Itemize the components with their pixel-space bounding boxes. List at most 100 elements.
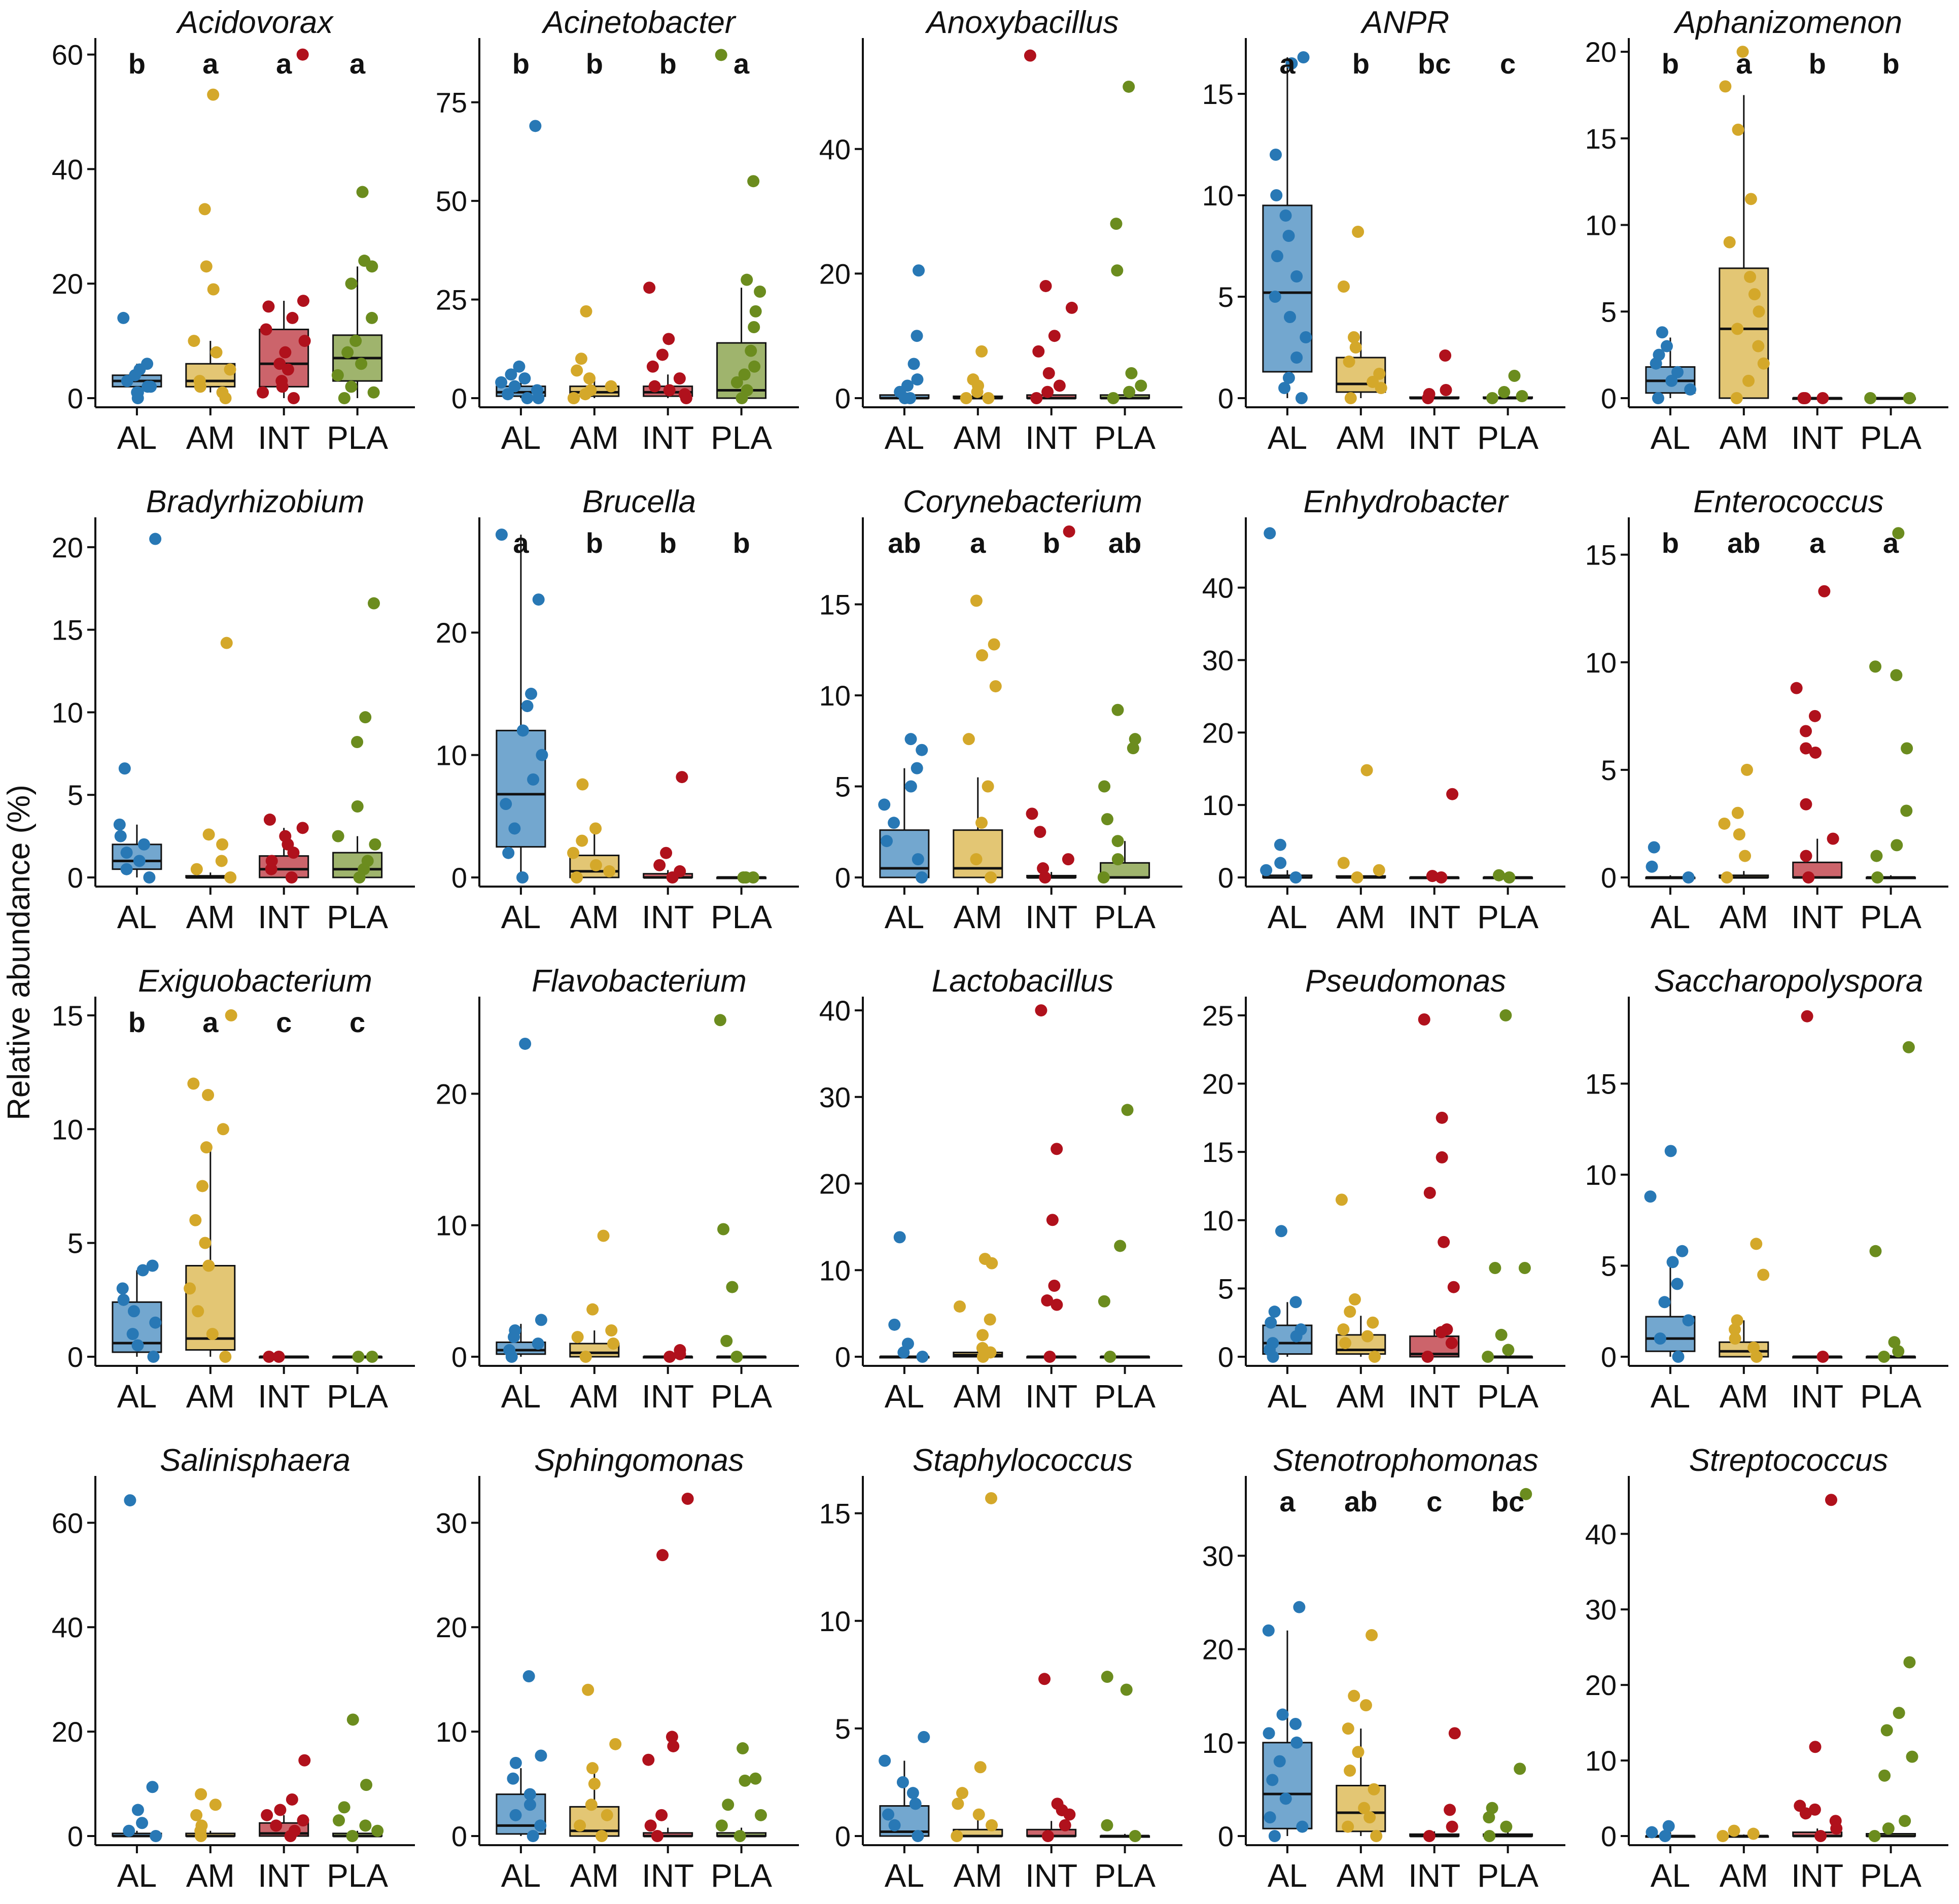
x-tick-label-am: AM: [1720, 899, 1768, 935]
data-point-am: [970, 853, 983, 866]
data-point-pla: [1125, 367, 1138, 379]
x-tick-label-pla: PLA: [327, 1378, 388, 1415]
data-point-al: [1271, 250, 1283, 262]
data-point-am: [589, 822, 602, 835]
x-tick-label-al: AL: [1651, 899, 1690, 935]
data-point-int: [644, 1819, 657, 1832]
significance-letter-pla: ab: [1108, 527, 1141, 559]
y-tick-label: 10: [1585, 1159, 1617, 1191]
data-point-pla: [1892, 527, 1905, 540]
significance-letter-pla: c: [1500, 48, 1516, 80]
data-point-al: [118, 762, 131, 775]
data-point-am: [1731, 323, 1744, 335]
significance-letter-pla: a: [349, 48, 366, 80]
panel-bradyrhizobium: Bradyrhizobium 0 5 10 15 20 AL AM INT PLA: [52, 484, 415, 935]
data-point-int: [653, 859, 666, 871]
panel-title: Enterococcus: [1693, 484, 1884, 519]
data-point-al: [521, 392, 534, 404]
y-tick-label: 0: [835, 862, 851, 894]
data-point-am: [1752, 340, 1765, 352]
y-tick-label: 40: [52, 1611, 83, 1643]
data-point-pla: [1489, 1262, 1501, 1274]
x-tick-label-pla: PLA: [1094, 419, 1156, 456]
y-tick-label: 0: [835, 382, 851, 414]
panel-title: Enhydrobacter: [1303, 484, 1509, 519]
data-point-int: [1446, 1820, 1458, 1833]
data-point-am: [954, 1300, 966, 1313]
data-point-am: [571, 1331, 584, 1344]
data-point-al: [505, 1351, 518, 1363]
data-point-al: [1290, 270, 1303, 283]
data-point-pla: [353, 871, 366, 884]
data-point-al: [898, 392, 911, 404]
y-tick-label: 5: [67, 779, 83, 811]
data-point-pla: [1101, 1671, 1113, 1683]
y-tick-label: 30: [436, 1507, 467, 1539]
panel-title: ANPR: [1360, 5, 1449, 40]
x-tick-label-am: AM: [570, 1378, 619, 1415]
data-point-pla: [739, 1774, 751, 1787]
data-point-pla: [346, 1830, 359, 1842]
box-am: [1336, 1729, 1386, 1836]
data-point-pla: [1864, 392, 1877, 404]
panel-enterococcus: Enterococcus 0 5 10 15 AL b AM ab INT a PLA a: [1585, 484, 1948, 935]
x-tick-label-pla: PLA: [1477, 899, 1538, 935]
data-point-int: [1800, 850, 1812, 862]
y-tick-label: 20: [1202, 1634, 1234, 1666]
data-point-al: [1269, 291, 1281, 303]
data-point-am: [1363, 1811, 1376, 1824]
data-point-am: [962, 733, 975, 746]
data-point-am: [579, 388, 591, 401]
data-point-pla: [1493, 869, 1506, 882]
data-point-am: [1337, 280, 1350, 293]
panel-title: Acinetobacter: [541, 5, 736, 40]
data-point-am: [198, 203, 211, 216]
box-pla: [1100, 1834, 1150, 1838]
y-tick-label: 0: [451, 1341, 467, 1373]
x-tick-label-int: INT: [642, 1857, 694, 1894]
data-point-al: [888, 1318, 901, 1331]
data-point-al: [116, 1282, 129, 1295]
data-point-am: [1373, 368, 1386, 380]
data-point-int: [642, 1753, 655, 1766]
box-pla: [1866, 1355, 1916, 1359]
data-point-pla: [366, 311, 378, 324]
data-point-int: [666, 871, 679, 884]
y-tick-label: 0: [67, 1341, 83, 1373]
data-point-am: [189, 1214, 202, 1226]
data-point-am: [975, 345, 988, 358]
y-tick-label: 10: [819, 1605, 851, 1637]
data-point-pla: [714, 1014, 726, 1027]
data-point-pla: [754, 286, 766, 298]
data-point-al: [893, 1231, 906, 1244]
data-point-int: [1436, 1151, 1448, 1163]
data-point-pla: [1901, 742, 1913, 755]
y-tick-label: 10: [819, 680, 851, 712]
data-point-am: [1719, 80, 1732, 93]
data-point-al: [916, 1351, 929, 1363]
data-point-am: [982, 392, 995, 404]
data-point-int: [1435, 1326, 1448, 1338]
data-point-am: [596, 1830, 608, 1842]
data-point-al: [881, 835, 893, 848]
y-tick-label: 10: [1202, 789, 1234, 821]
data-point-pla: [331, 369, 344, 381]
data-point-pla: [1110, 218, 1123, 230]
data-point-al: [1664, 1145, 1677, 1157]
data-point-al: [1650, 357, 1662, 370]
data-point-int: [1034, 826, 1046, 838]
data-point-pla: [1869, 1245, 1882, 1257]
box-int: [1026, 872, 1077, 879]
data-point-int: [272, 1351, 285, 1363]
data-point-am: [1370, 1830, 1383, 1842]
data-point-am: [976, 649, 989, 662]
panel-acidovorax: Acidovorax 0 20 40 60 AL b AM a INT a PLA a: [52, 5, 415, 456]
data-point-am: [975, 817, 988, 829]
panel-title: Corynebacterium: [903, 484, 1142, 519]
data-point-pla: [356, 186, 369, 198]
panel-title: Salinisphaera: [160, 1443, 351, 1478]
data-point-am: [1732, 123, 1744, 136]
data-point-al: [1682, 871, 1695, 884]
data-point-int: [1065, 301, 1078, 314]
data-point-al: [529, 120, 542, 132]
